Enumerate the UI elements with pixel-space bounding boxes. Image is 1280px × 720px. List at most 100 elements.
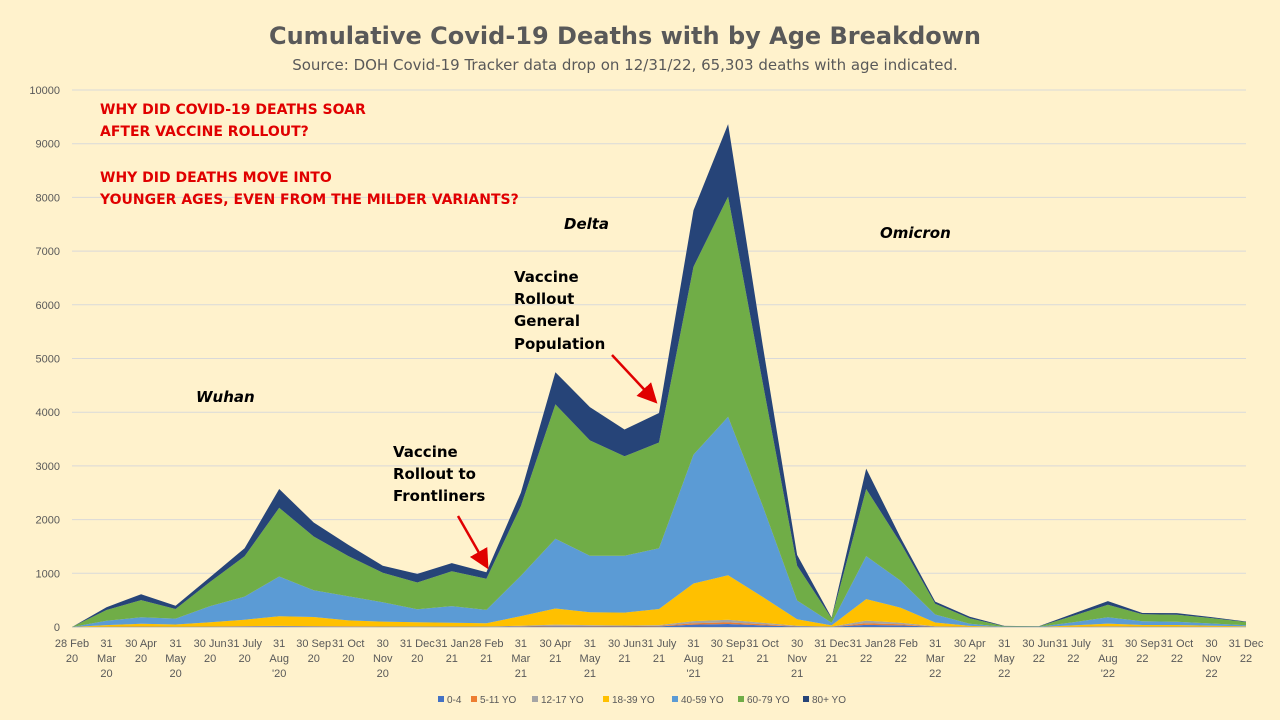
general-line1: Vaccine (514, 268, 579, 286)
legend-label: 0-4 (447, 695, 462, 706)
area-60-79-yo (72, 196, 1246, 627)
y-tick-label: 8000 (36, 192, 60, 204)
x-tick-label: 31 July (227, 638, 262, 650)
x-tick-label: 22 (1136, 653, 1148, 665)
legend-label: 60-79 YO (747, 695, 790, 706)
x-tick-label: 22 (998, 668, 1010, 680)
x-tick-label: 21 (618, 653, 630, 665)
chart-subtitle: Source: DOH Covid-19 Tracker data drop o… (292, 56, 958, 74)
question1-line2: AFTER VACCINE ROLLOUT? (100, 124, 309, 140)
y-tick-label: 3000 (36, 461, 60, 473)
x-tick-label: Mar (97, 653, 116, 665)
x-tick-label: 20 (239, 653, 251, 665)
x-tick-label: 30 Jun (1022, 638, 1055, 650)
x-tick-label: 20 (377, 668, 389, 680)
x-tick-label: Aug (684, 653, 704, 665)
x-tick-label: 30 Apr (954, 638, 986, 650)
general-line3: General (514, 312, 580, 330)
area-series (72, 124, 1246, 627)
x-tick-label: 20 (342, 653, 354, 665)
x-tick-label: '22 (1101, 668, 1115, 680)
x-tick-label: 20 (100, 668, 112, 680)
x-tick-label: '21 (686, 668, 700, 680)
x-tick-label: 21 (480, 653, 492, 665)
x-tick-label: May (994, 653, 1015, 665)
x-tick-label: 20 (204, 653, 216, 665)
chart-title: Cumulative Covid-19 Deaths with by Age B… (269, 22, 981, 50)
x-tick-label: 21 (549, 653, 561, 665)
x-tick-label: 31 Jan (435, 638, 468, 650)
delta-label: Delta (564, 215, 609, 233)
x-tick-label: Nov (787, 653, 807, 665)
x-tick-label: 21 (826, 653, 838, 665)
general-line4: Population (514, 335, 605, 353)
x-tick-label: 21 (722, 653, 734, 665)
x-tick-label: 30 Apr (540, 638, 572, 650)
area-18-39-yo (72, 575, 1246, 627)
x-tick-label: 31 Dec (400, 638, 435, 650)
x-tick-label: 22 (860, 653, 872, 665)
x-tick-label: 31 (929, 638, 941, 650)
x-tick-label: 30 Sep (1125, 638, 1160, 650)
x-tick-label: 31 (100, 638, 112, 650)
x-tick-label: 31 July (642, 638, 677, 650)
y-axis: 0 1000 2000 3000 4000 5000 6000 7000 8000 9000 100… (29, 85, 60, 634)
y-tick-label: 4000 (36, 407, 60, 419)
x-axis: 28 Feb 20 31 Mar 20 30 Apr 20 31 May 20 30 Jun 20 31… (55, 638, 1264, 680)
x-tick-label: 30 Jun (194, 638, 227, 650)
x-tick-label: 20 (411, 653, 423, 665)
x-tick-label: 30 Apr (125, 638, 157, 650)
x-tick-label: 31 Dec (1229, 638, 1264, 650)
y-tick-label: 1000 (36, 568, 60, 580)
x-tick-label: 20 (308, 653, 320, 665)
x-tick-label: 22 (1033, 653, 1045, 665)
question1-line1: WHY DID COVID-19 DEATHS SOAR (100, 102, 366, 118)
x-tick-label: 22 (1205, 668, 1217, 680)
x-tick-label: 31 (169, 638, 181, 650)
area-40-59-yo (72, 416, 1246, 627)
x-tick-label: 21 (756, 653, 768, 665)
question2-line1: WHY DID DEATHS MOVE INTO (100, 170, 332, 186)
y-tick-label: 2000 (36, 515, 60, 527)
x-tick-label: 21 (446, 653, 458, 665)
x-tick-label: May (580, 653, 601, 665)
legend-swatch (532, 696, 538, 702)
legend-label: 5-11 YO (480, 695, 517, 706)
x-tick-label: 22 (1067, 653, 1079, 665)
x-tick-label: 31 Dec (814, 638, 849, 650)
y-tick-label: 9000 (36, 139, 60, 151)
x-tick-label: 22 (964, 653, 976, 665)
legend-label: 80+ YO (812, 695, 846, 706)
x-tick-label: '20 (272, 668, 286, 680)
legend-label: 12-17 YO (541, 695, 584, 706)
x-tick-label: 31 Oct (1161, 638, 1193, 650)
x-tick-label: 21 (791, 668, 803, 680)
area-5-11-yo (72, 622, 1246, 627)
x-tick-label: 22 (1171, 653, 1183, 665)
x-tick-label: Mar (511, 653, 530, 665)
x-tick-label: 31 (515, 638, 527, 650)
x-tick-label: 31 Oct (332, 638, 364, 650)
x-tick-label: Mar (926, 653, 945, 665)
x-tick-label: 30 (791, 638, 803, 650)
x-tick-label: 20 (169, 668, 181, 680)
frontliners-arrow (456, 515, 489, 570)
x-tick-label: Aug (269, 653, 289, 665)
y-tick-label: 7000 (36, 246, 60, 258)
x-tick-label: 20 (66, 653, 78, 665)
legend-label: 18-39 YO (612, 695, 655, 706)
legend-label: 40-59 YO (681, 695, 724, 706)
x-tick-label: 31 (584, 638, 596, 650)
x-tick-label: 31 Jan (850, 638, 883, 650)
frontliners-line2: Rollout to (393, 465, 476, 483)
x-tick-label: 31 (1102, 638, 1114, 650)
legend-swatch (738, 696, 744, 702)
x-tick-label: 22 (929, 668, 941, 680)
x-tick-label: 31 July (1056, 638, 1091, 650)
y-tick-label: 10000 (29, 85, 60, 97)
x-tick-label: 28 Feb (55, 638, 89, 650)
x-tick-label: 30 Jun (608, 638, 641, 650)
x-tick-label: May (165, 653, 186, 665)
y-tick-label: 6000 (36, 300, 60, 312)
